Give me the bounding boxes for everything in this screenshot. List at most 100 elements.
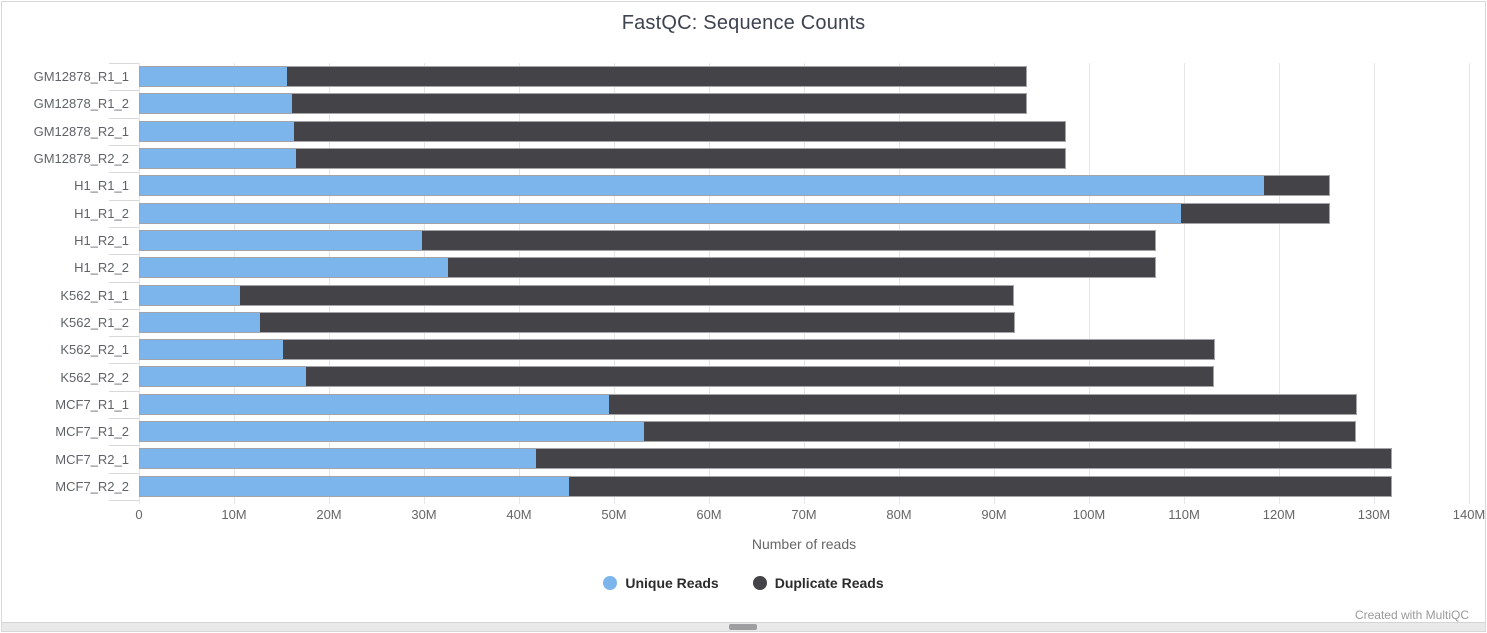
y-axis-label-K562_R2_2: K562_R2_2: [60, 369, 129, 385]
bar-row: [139, 200, 1469, 227]
bar-row: [139, 391, 1469, 418]
stacked-bar-K562_R2_2[interactable]: [139, 366, 1215, 388]
duplicate-reads-segment[interactable]: [535, 449, 1392, 469]
multiqc-credit: Created with MultiQC: [1354, 608, 1469, 622]
unique-reads-segment[interactable]: [140, 476, 569, 496]
x-axis-tick-label: 110M: [1168, 507, 1200, 522]
stacked-bar-MCF7_R2_2[interactable]: [139, 475, 1393, 497]
y-axis-tick: [109, 63, 139, 64]
y-axis-label-MCF7_R1_1: MCF7_R1_1: [55, 396, 129, 412]
unique-reads-segment[interactable]: [140, 94, 292, 114]
stacked-bar-GM12878_R2_2[interactable]: [139, 147, 1067, 169]
duplicate-reads-segment[interactable]: [421, 230, 1156, 250]
duplicate-reads-segment[interactable]: [240, 285, 1013, 305]
duplicate-reads-segment[interactable]: [260, 312, 1014, 332]
x-axis-tick-label: 0: [135, 507, 143, 522]
y-axis-label-H1_R1_1: H1_R1_1: [74, 178, 129, 194]
stacked-bar-H1_R2_1[interactable]: [139, 229, 1157, 251]
y-axis-tick: [109, 254, 139, 256]
legend-item-unique-reads[interactable]: Unique Reads: [603, 575, 719, 591]
stacked-bar-MCF7_R2_1[interactable]: [139, 448, 1393, 470]
duplicate-reads-segment[interactable]: [296, 148, 1066, 168]
stacked-bar-K562_R1_2[interactable]: [139, 311, 1015, 333]
bar-row: [139, 145, 1469, 172]
gridline: [1374, 63, 1375, 504]
unique-reads-segment[interactable]: [140, 121, 294, 141]
x-axis-tick-label: 70M: [791, 507, 817, 522]
gridline: [614, 63, 615, 504]
stacked-bar-GM12878_R1_2[interactable]: [139, 93, 1028, 115]
duplicate-reads-segment[interactable]: [305, 367, 1214, 387]
duplicate-reads-segment[interactable]: [293, 121, 1066, 141]
x-axis-tick-label: 60M: [696, 507, 722, 522]
stacked-bar-K562_R2_1[interactable]: [139, 339, 1216, 361]
duplicate-reads-segment[interactable]: [643, 422, 1355, 442]
unique-reads-segment[interactable]: [140, 312, 261, 332]
duplicate-reads-segment[interactable]: [568, 476, 1392, 496]
y-axis-tick: [109, 500, 139, 501]
gridline: [1469, 63, 1470, 504]
x-axis-tick-label: 120M: [1262, 507, 1296, 522]
stacked-bar-GM12878_R2_1[interactable]: [139, 120, 1067, 142]
duplicate-reads-segment[interactable]: [286, 67, 1027, 86]
x-axis-tick-label: 20M: [316, 507, 342, 522]
duplicate-reads-segment[interactable]: [283, 340, 1215, 360]
y-axis-tick: [109, 172, 139, 174]
y-axis-tick: [109, 390, 139, 392]
bar-row: [139, 418, 1469, 445]
y-axis-label-K562_R2_1: K562_R2_1: [60, 342, 129, 358]
legend: Unique Reads Duplicate Reads: [2, 575, 1485, 591]
unique-reads-segment[interactable]: [140, 230, 422, 250]
stacked-bar-H1_R1_1[interactable]: [139, 175, 1331, 197]
x-axis-tick-label: 90M: [981, 507, 1007, 522]
unique-reads-segment[interactable]: [140, 449, 536, 469]
horizontal-scrollbar-thumb[interactable]: [729, 624, 757, 630]
bar-row: [139, 473, 1469, 500]
bar-row: [139, 90, 1469, 117]
unique-reads-segment[interactable]: [140, 203, 1182, 223]
y-axis-tick: [109, 308, 139, 310]
unique-reads-segment[interactable]: [140, 340, 284, 360]
stacked-bar-MCF7_R1_1[interactable]: [139, 393, 1357, 415]
y-axis-label-MCF7_R1_2: MCF7_R1_2: [55, 424, 129, 440]
duplicate-reads-segment[interactable]: [291, 94, 1027, 114]
y-axis-label-K562_R1_2: K562_R1_2: [60, 314, 129, 330]
x-axis-tick-label: 30M: [411, 507, 437, 522]
y-axis-tick: [109, 281, 139, 283]
x-axis-tick-label: 130M: [1357, 507, 1391, 522]
duplicate-reads-segment[interactable]: [1181, 203, 1330, 223]
unique-reads-segment[interactable]: [140, 258, 449, 278]
unique-reads-segment[interactable]: [140, 67, 287, 86]
legend-item-duplicate-reads[interactable]: Duplicate Reads: [752, 575, 884, 591]
unique-reads-segment[interactable]: [140, 176, 1264, 196]
bar-row: [139, 363, 1469, 390]
bar-row: [139, 336, 1469, 363]
duplicate-reads-segment[interactable]: [448, 258, 1156, 278]
gridline: [234, 63, 235, 504]
horizontal-scrollbar[interactable]: [2, 622, 1485, 631]
x-axis-tick-label: 80M: [886, 507, 912, 522]
stacked-bar-MCF7_R1_2[interactable]: [139, 421, 1356, 443]
y-axis-label-GM12878_R2_2: GM12878_R2_2: [33, 151, 129, 167]
y-axis-tick: [109, 445, 139, 447]
stacked-bar-K562_R1_1[interactable]: [139, 284, 1014, 306]
gridline: [804, 63, 805, 504]
y-axis-tick: [109, 199, 139, 201]
duplicate-reads-segment[interactable]: [1263, 176, 1330, 196]
gridline: [519, 63, 520, 504]
gridline: [1184, 63, 1185, 504]
unique-reads-segment[interactable]: [140, 148, 297, 168]
duplicate-reads-segment[interactable]: [608, 394, 1356, 414]
y-axis-tick: [109, 418, 139, 420]
gridline: [424, 63, 425, 504]
y-axis-tick: [109, 336, 139, 338]
unique-reads-segment[interactable]: [140, 285, 241, 305]
unique-reads-segment[interactable]: [140, 422, 644, 442]
gridline: [329, 63, 330, 504]
stacked-bar-H1_R2_2[interactable]: [139, 257, 1157, 279]
stacked-bar-GM12878_R1_1[interactable]: [139, 66, 1028, 87]
unique-reads-segment[interactable]: [140, 394, 609, 414]
x-axis-tick-label: 10M: [221, 507, 247, 522]
unique-reads-segment[interactable]: [140, 367, 306, 387]
stacked-bar-H1_R1_2[interactable]: [139, 202, 1331, 224]
